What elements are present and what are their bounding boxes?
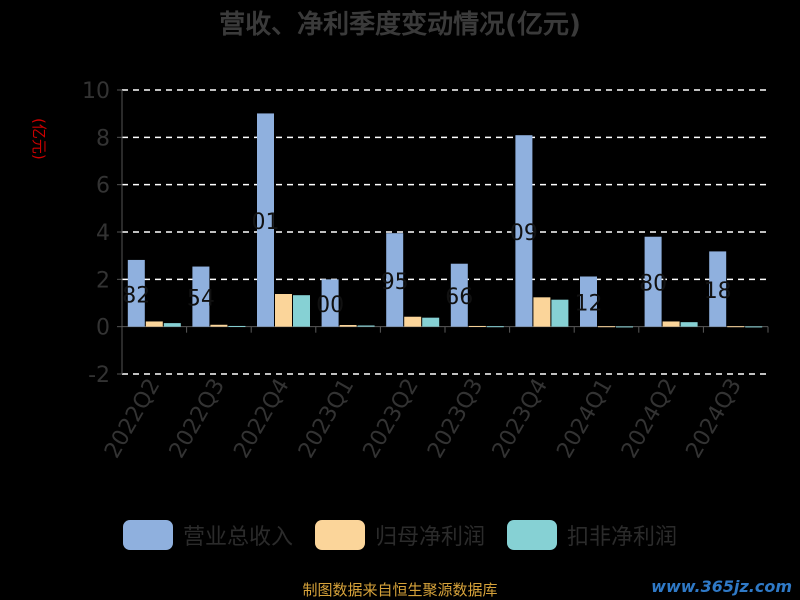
y-tick-label: 6: [96, 174, 110, 199]
bar-归母净利润: [727, 326, 745, 328]
y-tick-label: 2: [96, 268, 110, 293]
bar-扣非净利润: [357, 325, 375, 327]
bar-归母净利润: [275, 294, 292, 327]
x-tick-label: 2024Q1: [552, 375, 617, 463]
x-tick-label: 2022Q3: [165, 375, 230, 463]
bar-扣非净利润: [293, 295, 310, 327]
bar-营业总收入: [192, 266, 210, 327]
x-tick-label: 2022Q4: [229, 375, 294, 463]
bar-扣非净利润: [228, 325, 246, 327]
bar-扣非净利润: [680, 322, 698, 327]
bar-归母净利润: [404, 316, 422, 327]
bar-营业总收入: [450, 263, 468, 327]
legend-swatch-deducted-profit: [507, 520, 557, 550]
bar-归母净利润: [468, 325, 486, 327]
legend-swatch-revenue: [122, 520, 173, 550]
bar-营业总收入: [644, 236, 662, 327]
x-tick-label: 2023Q3: [423, 375, 488, 463]
legend-label-revenue: 营业总收入: [182, 525, 293, 550]
data-label: 82: [122, 283, 150, 308]
bar-营业总收入: [386, 233, 404, 327]
x-tick-label: 2023Q1: [294, 375, 359, 463]
source-note: 制图数据来自恒生聚源数据库: [302, 581, 498, 599]
watermark: www.365jz.com: [651, 577, 792, 596]
bar-扣非净利润: [422, 317, 440, 327]
legend-item-net-profit[interactable]: 归母净利润: [314, 519, 485, 551]
data-label: 66: [445, 285, 473, 310]
data-label: 80: [639, 272, 667, 297]
bar-扣非净利润: [551, 299, 569, 327]
y-tick-label: -2: [88, 363, 110, 388]
bar-扣非净利润: [163, 323, 181, 327]
x-tick-label: 2024Q3: [682, 375, 747, 463]
data-label: 54: [187, 287, 215, 312]
data-label: 18: [704, 279, 732, 304]
legend-label-deducted-profit: 扣非净利润: [567, 525, 678, 550]
bar-归母净利润: [339, 325, 357, 327]
bar-归母净利润: [210, 324, 228, 327]
y-tick-label: 8: [96, 126, 110, 151]
x-tick-label: 2024Q2: [617, 375, 682, 463]
x-tick-label: 2023Q2: [359, 375, 424, 463]
bar-归母净利润: [662, 321, 680, 327]
bar-营业总收入: [709, 251, 727, 327]
chart-title: 营收、净利季度变动情况(亿元): [219, 10, 581, 40]
bar-营业总收入: [580, 276, 597, 327]
legend-label-net-profit: 归母净利润: [374, 525, 485, 550]
data-label: 01: [252, 210, 280, 235]
data-label: 12: [575, 292, 603, 317]
y-tick-label: 4: [96, 221, 110, 246]
x-tick-label: 2023Q4: [488, 375, 553, 463]
bar-归母净利润: [145, 321, 163, 327]
bar-归母净利润: [533, 297, 551, 327]
bar-扣非净利润: [745, 326, 763, 328]
legend: 营业总收入 归母净利润 扣非净利润: [0, 519, 800, 551]
y-tick-label: 10: [82, 79, 110, 104]
bar-营业总收入: [515, 135, 533, 327]
legend-item-revenue[interactable]: 营业总收入: [122, 519, 293, 551]
data-label: 00: [316, 293, 344, 318]
bar-营业总收入: [321, 279, 339, 327]
bar-营业总收入: [257, 113, 274, 327]
legend-item-deducted-profit[interactable]: 扣非净利润: [507, 519, 677, 551]
bar-营业总收入: [127, 259, 145, 327]
y-tick-label: 0: [96, 316, 110, 341]
legend-swatch-net-profit: [314, 520, 365, 550]
bar-归母净利润: [598, 326, 615, 328]
data-label: 09: [510, 221, 538, 246]
bar-扣非净利润: [616, 326, 633, 328]
data-label: 95: [381, 270, 409, 295]
bar-扣非净利润: [486, 326, 504, 328]
